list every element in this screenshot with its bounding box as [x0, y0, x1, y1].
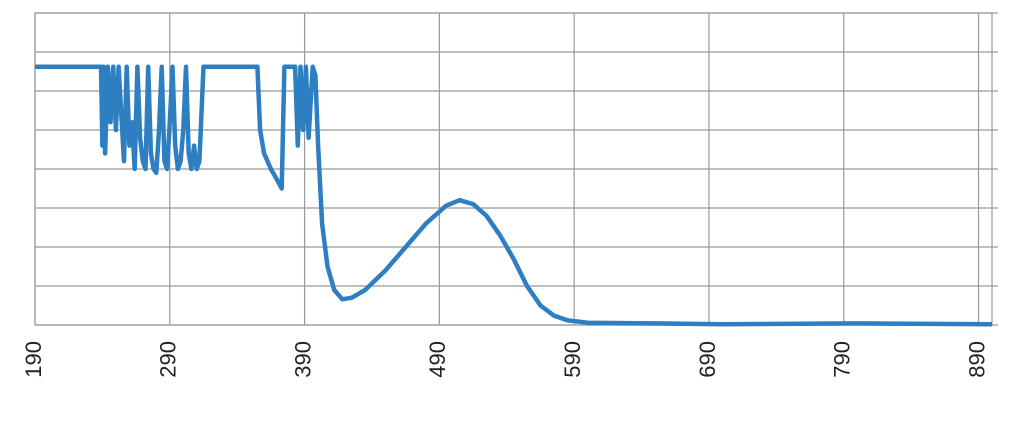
x-tick-label: 790	[830, 341, 855, 378]
data-line	[35, 64, 993, 327]
x-tick-label: 690	[695, 341, 720, 378]
x-tick-label: 390	[290, 341, 315, 378]
x-tick-label: 890	[964, 341, 989, 378]
x-tick-label: 590	[560, 341, 585, 378]
x-tick-label: 190	[21, 341, 46, 378]
x-tick-label: 490	[425, 341, 450, 378]
x-tick-label: 290	[156, 341, 181, 378]
